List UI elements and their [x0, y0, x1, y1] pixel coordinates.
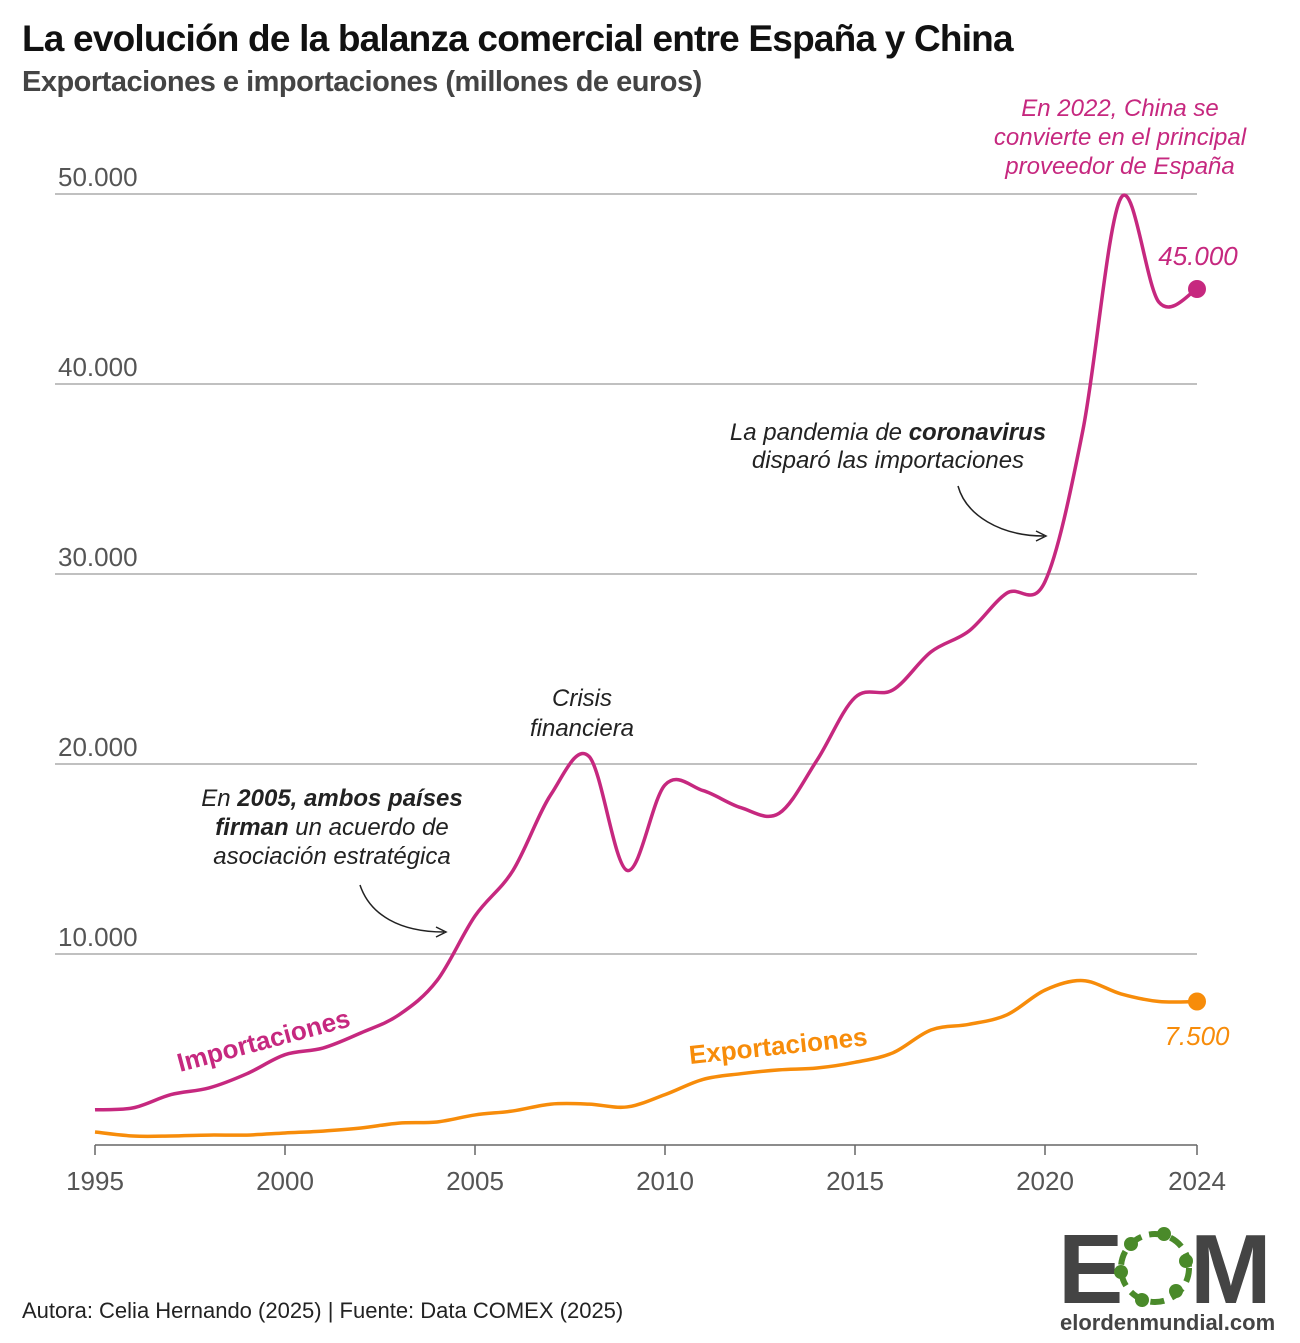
svg-text:La pandemia de coronavirus: La pandemia de coronavirus — [730, 419, 1046, 446]
ann-text: asociación estratégica — [213, 843, 450, 870]
y-tick-label: 50.000 — [58, 162, 138, 192]
ann-text: un acuerdo de — [289, 814, 449, 841]
arrowhead-icon — [435, 926, 448, 938]
svg-text:firman un acuerdo de: firman un acuerdo de — [215, 814, 448, 841]
ann-text: La pandemia de — [730, 419, 909, 446]
y-tick-label: 10.000 — [58, 922, 138, 952]
y-tick-label: 30.000 — [58, 542, 138, 572]
ann-text-bold: firman — [215, 814, 288, 841]
annotation-arrow — [957, 485, 1045, 537]
logo-site: elordenmundial.com — [1060, 1310, 1275, 1335]
ann-text: financiera — [530, 715, 634, 742]
series-lines — [94, 193, 1206, 1139]
end-label-exports: 7.500 — [1164, 1021, 1230, 1051]
gridlines — [55, 193, 1197, 955]
chart-subtitle: Exportaciones e importaciones (millones … — [22, 66, 702, 98]
x-axis-ticks: 1995 2000 2005 2010 2015 2020 2024 — [66, 1145, 1226, 1196]
y-tick-label: 40.000 — [58, 352, 138, 382]
end-label-imports: 45.000 — [1158, 241, 1238, 271]
source-footer: Autora: Celia Hernando (2025) | Fuente: … — [22, 1298, 624, 1323]
annotation-pandemic: La pandemia de coronavirus disparó las i… — [730, 419, 1048, 542]
chart-title: La evolución de la balanza comercial ent… — [22, 18, 1014, 59]
y-axis-ticks: 10.000 20.000 30.000 40.000 50.000 — [58, 162, 138, 952]
end-point-exportaciones — [1188, 992, 1206, 1011]
x-tick-label: 2010 — [636, 1166, 694, 1196]
x-tick-label: 2024 — [1168, 1166, 1226, 1196]
end-point-importaciones — [1188, 280, 1206, 298]
svg-text:En 2005, ambos países: En 2005, ambos países — [201, 785, 463, 812]
ann-text: disparó las importaciones — [752, 447, 1024, 474]
arrowhead-icon — [1035, 530, 1048, 542]
series-label-exports: Exportaciones — [687, 1021, 868, 1070]
ann-text: En 2022, China se — [1021, 95, 1218, 122]
series-line-exportaciones — [94, 978, 1198, 1139]
annotation-supplier: En 2022, China se convierte en el princi… — [994, 95, 1247, 180]
x-tick-label: 1995 — [66, 1166, 124, 1196]
x-tick-label: 2005 — [446, 1166, 504, 1196]
y-tick-label: 20.000 — [58, 732, 138, 762]
eom-logo: E M elordenmundial.com — [1058, 1214, 1275, 1335]
ann-text: En — [201, 785, 237, 812]
ann-text: Crisis — [552, 685, 612, 712]
annotation-crisis: Crisis financiera — [530, 685, 634, 742]
ann-text: proveedor de España — [1004, 153, 1235, 180]
x-tick-label: 2020 — [1016, 1166, 1074, 1196]
annotation-arrow — [359, 884, 445, 933]
logo-letter-m: M — [1190, 1214, 1272, 1324]
ann-text: convierte en el principal — [994, 124, 1247, 151]
logo-letter-e: E — [1058, 1214, 1120, 1324]
ann-text-bold: coronavirus — [909, 419, 1046, 446]
series-line-importaciones — [94, 193, 1198, 1112]
x-tick-label: 2000 — [256, 1166, 314, 1196]
x-tick-label: 2015 — [826, 1166, 884, 1196]
ann-text-bold: 2005, ambos países — [236, 785, 462, 812]
logo-ring-icon — [1114, 1227, 1193, 1307]
annotation-agreement: En 2005, ambos países firman un acuerdo … — [201, 785, 463, 938]
